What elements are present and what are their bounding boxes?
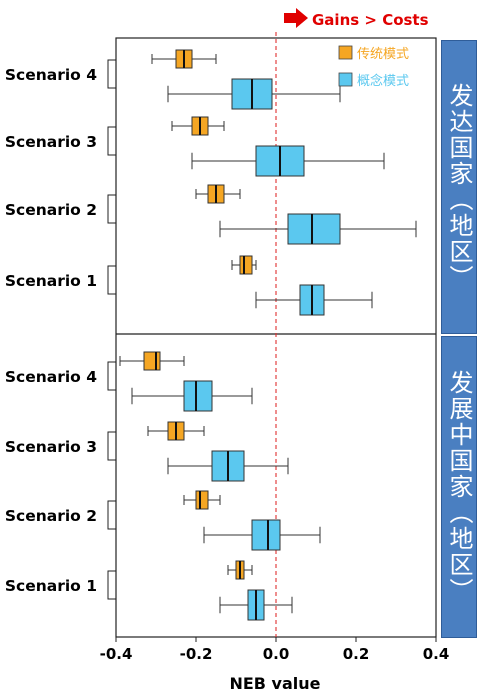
scenario-label: Scenario 3: [5, 133, 97, 151]
scenario-bracket: [107, 431, 116, 461]
legend-label-traditional: 传统模式: [357, 47, 409, 62]
x-tick-label: -0.4: [100, 645, 133, 663]
legend-swatch-traditional: [338, 45, 353, 60]
x-tick-label: 0.0: [263, 645, 290, 663]
scenario-bracket: [107, 126, 116, 156]
x-tick-label: 0.2: [343, 645, 370, 663]
scenario-bracket: [107, 59, 116, 89]
gains-annotation: Gains > Costs: [312, 11, 429, 29]
scenario-label: Scenario 3: [5, 438, 97, 456]
box-traditional: [239, 255, 253, 275]
scenario-label: Scenario 4: [5, 66, 97, 84]
scenario-label: Scenario 2: [5, 507, 97, 525]
scenario-label: Scenario 1: [5, 577, 97, 595]
scenario-bracket: [107, 194, 116, 224]
panel-label-developing: 发展中国家（地区）: [441, 336, 477, 638]
box-concept: [183, 380, 213, 412]
legend-label-concept: 概念模式: [357, 73, 409, 89]
x-tick-label: -0.2: [180, 645, 213, 663]
x-axis-label: NEB value: [229, 674, 320, 693]
x-tick-label: 0.4: [423, 645, 450, 663]
gains-arrow-icon: [284, 8, 308, 28]
scenario-bracket: [107, 500, 116, 530]
box-concept: [287, 213, 341, 245]
panel-label-developed: 发达国家（地区）: [441, 40, 477, 334]
box-traditional: [195, 490, 209, 510]
scenario-bracket: [107, 361, 116, 391]
scenario-bracket: [107, 570, 116, 600]
scenario-label: Scenario 4: [5, 368, 97, 386]
box-traditional: [143, 351, 161, 371]
box-concept: [251, 519, 281, 551]
scenario-bracket: [107, 265, 116, 295]
scenario-label: Scenario 2: [5, 201, 97, 219]
legend-swatch-concept: [338, 72, 353, 87]
scenario-label: Scenario 1: [5, 272, 97, 290]
